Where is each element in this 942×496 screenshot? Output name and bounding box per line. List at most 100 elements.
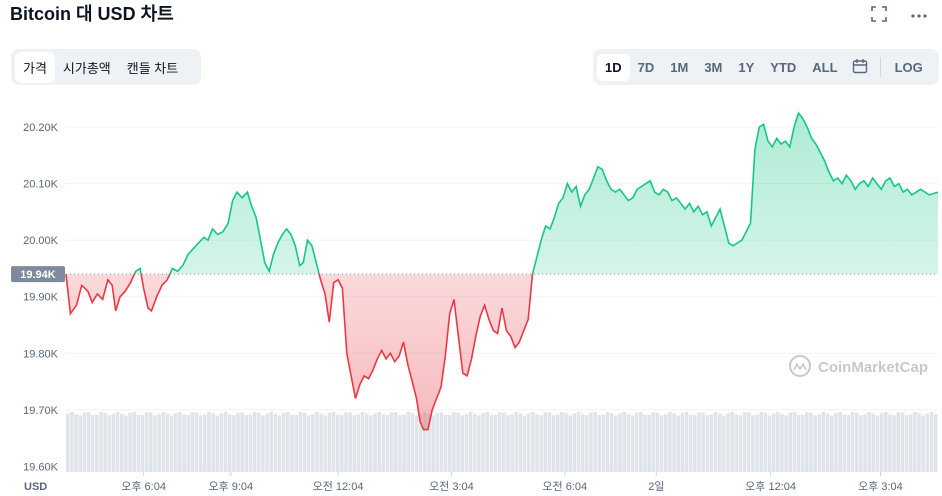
volume-bar [589, 412, 593, 472]
volume-bar [493, 414, 498, 472]
volume-bar [626, 413, 631, 472]
volume-bar [555, 414, 560, 472]
volume-bar [908, 414, 913, 472]
volume-bar [925, 413, 930, 472]
volume-bar [506, 415, 510, 472]
volume-bar [854, 412, 859, 472]
volume-bar [211, 413, 215, 472]
volume-bar [460, 415, 465, 472]
volume-bar [418, 413, 423, 472]
volume-bar [805, 412, 809, 472]
volume-bar [788, 412, 793, 472]
volume-bars [66, 411, 938, 472]
volume-bar [82, 412, 87, 472]
volume-bar [526, 413, 531, 472]
volume-bar [323, 415, 327, 472]
range-ytd[interactable]: YTD [770, 59, 797, 75]
volume-bar [306, 415, 311, 472]
price-line-down [65, 274, 534, 431]
range-1y[interactable]: 1Y [738, 59, 755, 75]
volume-bar [846, 414, 851, 472]
volume-bar [265, 413, 269, 472]
volume-bar [472, 413, 477, 472]
volume-bar [327, 413, 332, 472]
tab-price[interactable]: 가격 [15, 51, 55, 83]
volume-bar [647, 414, 651, 472]
volume-bar [331, 411, 336, 472]
x-tick-label: 오전 6:04 [542, 480, 587, 493]
volume-bar [834, 413, 838, 472]
volume-bar [95, 414, 99, 472]
volume-bar [244, 414, 249, 472]
page-title: Bitcoin 대 USD 차트 [10, 4, 174, 24]
volume-bar [904, 415, 909, 472]
volume-bar [863, 414, 867, 472]
volume-bar [668, 411, 672, 472]
volume-bar [252, 412, 257, 472]
volume-bar [842, 414, 847, 472]
volume-bar [630, 415, 635, 472]
volume-bar [825, 413, 830, 472]
volume-bar [655, 412, 660, 472]
volume-bar [742, 412, 747, 472]
volume-bar [394, 412, 398, 472]
volume-bar [427, 414, 431, 472]
volume-bar [929, 411, 934, 472]
volume-bar [892, 415, 896, 472]
volume-bar [709, 414, 714, 472]
volume-bar [435, 412, 440, 472]
volume-bar [605, 412, 610, 472]
volume-bar [310, 414, 315, 472]
tab-candle[interactable]: 캔들 차트 [126, 60, 179, 76]
volume-bar [182, 414, 186, 472]
volume-bar [477, 415, 481, 472]
log-toggle[interactable]: LOG [894, 59, 923, 75]
volume-bar [933, 414, 938, 472]
range-all[interactable]: ALL [812, 59, 838, 75]
range-7d[interactable]: 7D [637, 59, 655, 75]
volume-bar [614, 415, 618, 472]
range-1d[interactable]: 1D [597, 53, 630, 81]
volume-bar [302, 412, 307, 472]
x-tick-label: 오후 12:04 [745, 480, 796, 493]
volume-bar [568, 415, 572, 472]
volume-bar [223, 411, 228, 472]
volume-bar [452, 412, 456, 472]
volume-bar [659, 415, 664, 472]
price-line [65, 111, 939, 431]
volume-bar [821, 411, 826, 472]
more-icon[interactable] [910, 6, 928, 27]
volume-bar [298, 412, 303, 472]
volume-bar [377, 411, 381, 472]
volume-bar [456, 412, 460, 472]
volume-bar [767, 415, 772, 472]
volume-bar [198, 415, 203, 472]
volume-bar [356, 414, 361, 472]
volume-bar [726, 413, 730, 472]
volume-bar [423, 411, 427, 472]
y-tick-label: 19.90K [23, 292, 59, 304]
tab-market-cap[interactable]: 시가총액 [62, 60, 111, 76]
volume-bar [514, 411, 519, 472]
volume-bar [693, 415, 697, 472]
volume-bar [439, 412, 444, 472]
volume-bar [140, 414, 145, 472]
volume-bar [680, 413, 685, 472]
volume-bar [751, 415, 755, 472]
volume-bar [817, 413, 822, 472]
volume-bar [875, 415, 880, 472]
volume-bar [406, 411, 411, 472]
volume-bar [618, 413, 622, 472]
volume-bar [86, 412, 91, 472]
volume-bar [348, 412, 352, 472]
volume-bar [173, 413, 178, 472]
x-tick-label: 오전 3:04 [429, 480, 474, 493]
volume-bar [784, 415, 788, 472]
volume-bar [734, 414, 739, 472]
expand-icon[interactable] [871, 6, 887, 27]
volume-bar [111, 413, 116, 472]
calendar-icon[interactable] [846, 52, 874, 83]
range-3m[interactable]: 3M [704, 59, 723, 75]
volume-bar [830, 415, 834, 472]
range-1m[interactable]: 1M [670, 59, 689, 75]
